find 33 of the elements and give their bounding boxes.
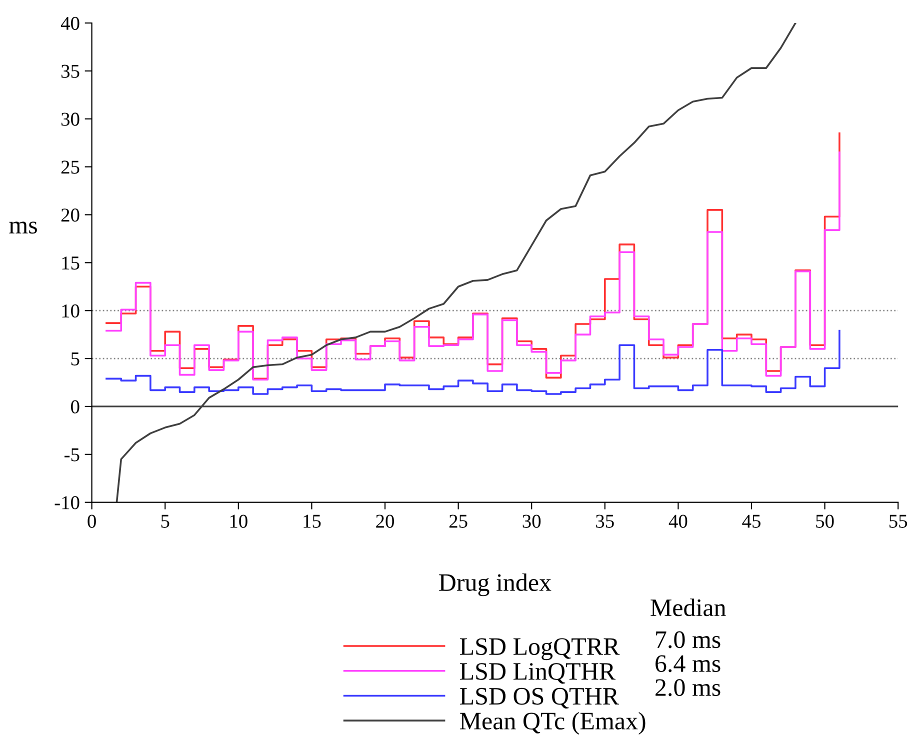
y-tick-label: 30 (61, 112, 80, 126)
x-tick-label: 20 (376, 514, 394, 528)
x-tick-label: 45 (742, 514, 760, 528)
x-tick-label: 30 (522, 514, 541, 528)
x-tick-label: 40 (668, 514, 688, 528)
y-tick-label: 15 (62, 256, 80, 270)
legend-label: LSD OS QTHR (460, 688, 619, 709)
y-tick-label: 5 (71, 352, 80, 366)
y-tick-label: -5 (64, 448, 80, 462)
x-tick-label: 0 (88, 514, 96, 528)
x-tick-label: 50 (816, 514, 834, 528)
y-axis-title: ms (9, 222, 37, 234)
x-tick-label: 5 (161, 514, 170, 528)
text: 2.0 ms (656, 679, 720, 696)
text: 7.0 ms (656, 631, 720, 648)
legend-label: Mean QTc (Emax) (460, 712, 646, 735)
x-tick-label: 15 (304, 514, 321, 528)
y-tick-label: 25 (61, 160, 80, 174)
legend-label: LSD LinQTHR (460, 663, 616, 684)
x-tick-label: 25 (449, 514, 468, 528)
y-tick-label: 0 (71, 400, 80, 414)
x-tick-label: 55 (890, 514, 908, 528)
text: 6.4 ms (656, 655, 720, 672)
y-tick-label: 10 (62, 304, 80, 318)
y-tick-label: 40 (60, 16, 80, 30)
legend-label: LSD LogQTRR (460, 638, 620, 660)
y-tick-label: 20 (61, 208, 80, 222)
y-tick-label: 35 (61, 64, 80, 78)
x-tick-label: 10 (230, 514, 248, 528)
y-tick-label: -10 (54, 496, 80, 510)
text: Median (650, 598, 726, 616)
x-tick-label: 35 (596, 514, 614, 528)
x-axis-title: Drug index (439, 573, 552, 596)
